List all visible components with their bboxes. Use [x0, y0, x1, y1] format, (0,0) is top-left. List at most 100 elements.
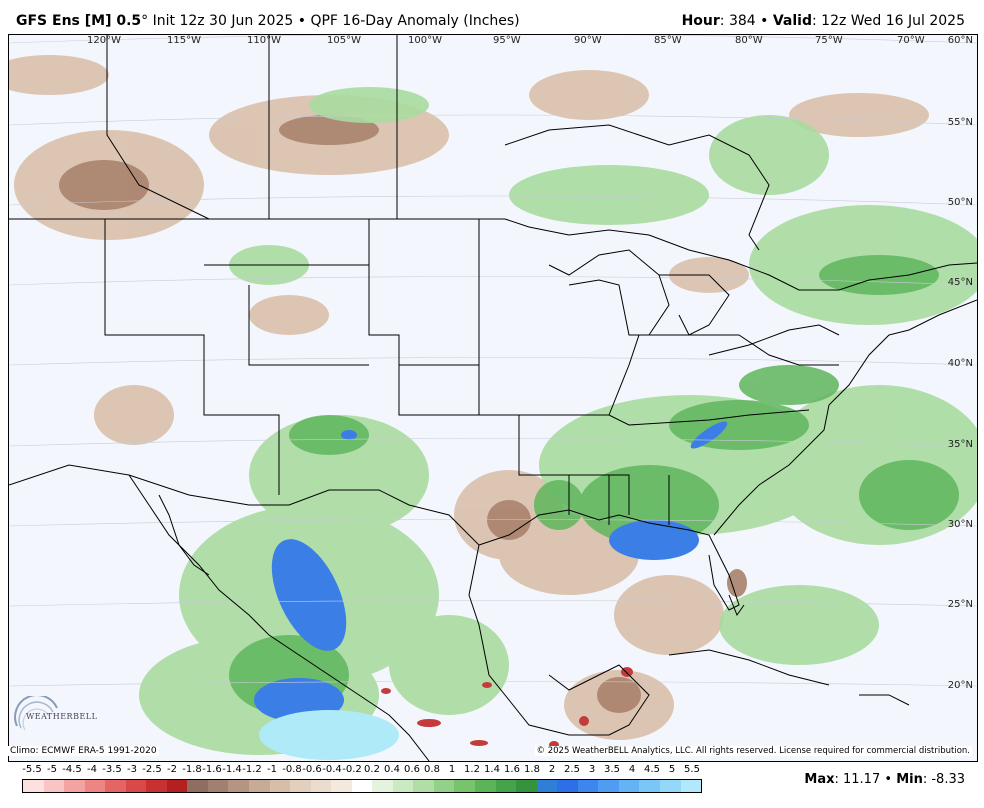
- legend-label: 0.4: [384, 764, 400, 775]
- legend-label: 2.5: [564, 764, 580, 775]
- legend-swatch: [392, 780, 414, 792]
- legend-swatch: [639, 780, 660, 792]
- color-legend: [22, 779, 702, 793]
- legend-label: -2.5: [142, 764, 162, 775]
- legend-swatch: [659, 780, 681, 792]
- max-label: Max: [804, 772, 835, 787]
- legend-swatch: [557, 780, 578, 792]
- title-bullet: •: [297, 13, 306, 29]
- legend-swatch: [23, 780, 44, 792]
- legend-label: -0.6: [302, 764, 322, 775]
- legend-swatch: [166, 780, 188, 792]
- legend-label: -3.5: [102, 764, 122, 775]
- legend-swatch: [413, 780, 434, 792]
- lon-label: 100°W: [408, 35, 442, 46]
- lat-label: 35°N: [947, 439, 973, 450]
- lon-label: 110°W: [247, 35, 281, 46]
- lat-label: 50°N: [947, 197, 973, 208]
- legend-label: -0.4: [322, 764, 342, 775]
- legend-label: -0.2: [342, 764, 362, 775]
- legend-label: 0.6: [404, 764, 420, 775]
- legend-swatch: [105, 780, 126, 792]
- legend-swatch: [598, 780, 619, 792]
- legend-label: 1.8: [524, 764, 540, 775]
- legend-swatch: [84, 780, 106, 792]
- legend-label: 3: [588, 764, 596, 775]
- lon-label: 85°W: [654, 35, 682, 46]
- legend-swatch: [64, 780, 85, 792]
- legend-swatch: [577, 780, 599, 792]
- legend-swatch: [290, 780, 311, 792]
- lat-label: 25°N: [947, 599, 973, 610]
- legend-label: -0.8: [282, 764, 302, 775]
- lat-label: 45°N: [947, 277, 973, 288]
- legend-swatch: [331, 780, 352, 792]
- legend-swatch: [372, 780, 393, 792]
- legend-label: -5: [47, 764, 57, 775]
- max-min-sep: •: [884, 772, 893, 787]
- legend-swatch: [618, 780, 640, 792]
- valid-time-header: Hour: 384 • Valid: 12z Wed 16 Jul 2025: [682, 13, 965, 29]
- legend-label: -1.8: [182, 764, 202, 775]
- min-label: Min: [896, 772, 923, 787]
- weatherbell-logo: [14, 696, 58, 731]
- lat-label: 30°N: [947, 519, 973, 530]
- header-bullet: •: [760, 13, 769, 29]
- lon-label: 90°W: [574, 35, 602, 46]
- legend-swatch: [187, 780, 208, 792]
- legend-swatch: [43, 780, 65, 792]
- legend-label: 0.8: [424, 764, 440, 775]
- legend-swatch: [454, 780, 476, 792]
- model-name: GFS Ens [M] 0.5: [16, 13, 142, 29]
- legend-swatch: [351, 780, 373, 792]
- legend-swatch: [516, 780, 537, 792]
- legend-label: 1.2: [464, 764, 480, 775]
- legend-swatch: [310, 780, 332, 792]
- min-value: : -8.33: [922, 772, 965, 787]
- legend-swatch: [146, 780, 167, 792]
- init-time: Init 12z 30 Jun 2025: [152, 13, 294, 29]
- legend-label: 4: [628, 764, 636, 775]
- lon-label: 70°W: [897, 35, 925, 46]
- lat-label: 55°N: [947, 117, 973, 128]
- legend-label: -5.5: [22, 764, 42, 775]
- dry-anomaly-shading: [9, 55, 929, 740]
- lat-label: 20°N: [947, 680, 973, 691]
- legend-label: 1.4: [484, 764, 500, 775]
- legend-label: 3.5: [604, 764, 620, 775]
- lat-label: 60°N: [947, 35, 973, 46]
- logo-text: WEATHERBELL: [26, 712, 98, 721]
- legend-label: -4: [87, 764, 97, 775]
- legend-swatch: [249, 780, 270, 792]
- product-name: QPF 16-Day Anomaly (Inches): [310, 13, 520, 29]
- legend-labels: -5.5 -5 -4.5 -4 -3.5 -3 -2.5 -2 -1.8 -1.6 -1.4 -1.2…: [22, 764, 702, 778]
- legend-label: 1.6: [504, 764, 520, 775]
- legend-label: -4.5: [62, 764, 82, 775]
- legend-swatch: [433, 780, 455, 792]
- lon-label: 115°W: [167, 35, 201, 46]
- hour-label: Hour: [681, 13, 720, 29]
- lon-label: 80°W: [735, 35, 763, 46]
- map-canvas: [9, 35, 977, 761]
- legend-swatch: [536, 780, 558, 792]
- copyright-note: © 2025 WeatherBELL Analytics, LLC. All r…: [534, 746, 972, 756]
- legend-label: 2: [548, 764, 556, 775]
- legend-swatch: [495, 780, 517, 792]
- valid-label: Valid: [772, 13, 812, 29]
- max-value: : 11.17: [834, 772, 881, 787]
- legend-label: -2: [167, 764, 177, 775]
- legend-label: 5.5: [684, 764, 700, 775]
- legend-label: -1.4: [222, 764, 242, 775]
- legend-swatch: [680, 780, 702, 792]
- legend-label: -3: [127, 764, 137, 775]
- legend-label: -1.2: [242, 764, 262, 775]
- legend-label: -1.6: [202, 764, 222, 775]
- valid-value: : 12z Wed 16 Jul 2025: [812, 13, 965, 29]
- legend-swatch: [475, 780, 496, 792]
- map-title: GFS Ens [M] 0.5° Init 12z 30 Jun 2025 • …: [16, 13, 520, 29]
- graticule: [9, 35, 977, 687]
- legend-swatch: [207, 780, 229, 792]
- max-min-readout: Max: 11.17 • Min: -8.33: [804, 772, 965, 787]
- lon-label: 120°W: [87, 35, 121, 46]
- political-boundaries: [9, 35, 977, 761]
